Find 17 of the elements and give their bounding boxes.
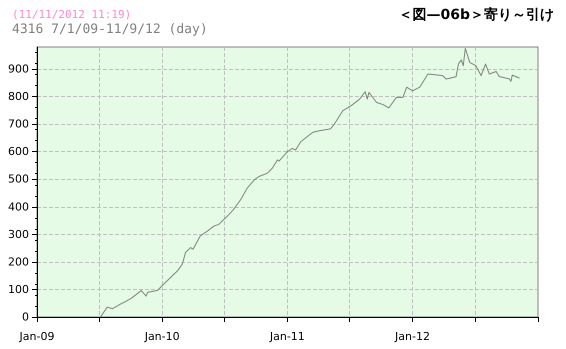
chart-title: (11/11/2012 11:19): [12, 8, 132, 21]
y-tick-label: 400: [8, 200, 29, 214]
y-tick-label: 500: [8, 172, 29, 186]
y-tick-label: 800: [8, 90, 29, 104]
y-tick-label: 900: [8, 62, 29, 76]
y-tick-label: 200: [8, 255, 29, 268]
x-tick-label: Jan-10: [144, 330, 180, 343]
y-tick-label: 0: [22, 310, 29, 324]
y-tick-label: 700: [8, 118, 29, 131]
x-tick-label: Jan-09: [18, 330, 54, 343]
text: ＜図—06b＞寄り～引け: [398, 6, 554, 23]
chart-subtitle: 4316 7/1/09-11/9/12 (day): [12, 22, 208, 37]
x-tick-label: Jan-11: [268, 330, 305, 343]
y-tick-label: 100: [8, 282, 29, 296]
x-tick-label: Jan-12: [394, 330, 430, 343]
y-tick-label: 600: [8, 145, 29, 158]
y-tick-label: 300: [8, 228, 29, 241]
